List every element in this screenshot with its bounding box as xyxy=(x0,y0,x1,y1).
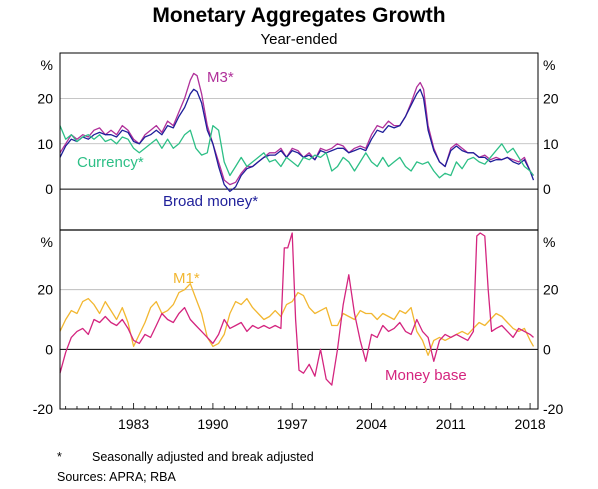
x-tick-label: 2004 xyxy=(356,416,387,432)
y-tick-label-right: 20 xyxy=(543,90,559,106)
y-unit-left: % xyxy=(41,57,53,73)
footnote-marker: * xyxy=(57,450,62,464)
y-tick-label-right: -20 xyxy=(543,401,563,417)
x-tick-label: 1983 xyxy=(118,416,149,432)
top-panel-series xyxy=(59,72,535,193)
x-tick-label: 2018 xyxy=(514,416,545,432)
y-tick-label-left: 20 xyxy=(37,282,53,298)
x-tick-label: 1990 xyxy=(197,416,228,432)
x-tick-label: 2011 xyxy=(436,416,466,432)
series-line-money-base xyxy=(59,232,534,386)
y-tick-label-right: 0 xyxy=(543,181,551,197)
y-unit-right: % xyxy=(543,57,555,73)
series-line-currency xyxy=(59,124,535,179)
x-tick-label: 1997 xyxy=(277,416,308,432)
y-tick-label-left: 10 xyxy=(37,136,53,152)
chart-subtitle: Year-ended xyxy=(260,31,337,48)
x-tick-labels: 1983 1990 1997 2004 2011 2018 xyxy=(65,403,546,432)
y-tick-label-left: -20 xyxy=(33,401,53,417)
label-money-base: Money base xyxy=(385,367,467,384)
y-tick-label-left: 0 xyxy=(45,341,53,357)
y-tick-label-right: 20 xyxy=(543,282,559,298)
label-m3: M3* xyxy=(207,69,234,86)
bottom-panel-grid xyxy=(60,289,538,350)
bottom-panel-series xyxy=(59,232,535,386)
label-currency: Currency* xyxy=(77,154,144,171)
y-unit-left: % xyxy=(41,234,53,250)
label-m1: M1* xyxy=(173,270,200,287)
series-line-broad-money xyxy=(59,88,535,193)
y-tick-labels: 0 0 10 10 20 20% % -20 -20 0 0 20 20%% xyxy=(33,57,564,417)
y-unit-right: % xyxy=(543,234,555,250)
sources-text: Sources: APRA; RBA xyxy=(57,470,176,484)
plot-frame xyxy=(59,52,539,410)
y-tick-label-right: 0 xyxy=(543,341,551,357)
chart-title: Monetary Aggregates Growth xyxy=(152,4,445,27)
y-tick-label-right: 10 xyxy=(543,136,559,152)
y-tick-label-left: 20 xyxy=(37,90,53,106)
y-tick-label-left: 0 xyxy=(45,181,53,197)
footnote-text: Seasonally adjusted and break adjusted xyxy=(92,450,314,464)
label-broad-money: Broad money* xyxy=(163,193,258,210)
top-panel-grid xyxy=(60,97,538,190)
